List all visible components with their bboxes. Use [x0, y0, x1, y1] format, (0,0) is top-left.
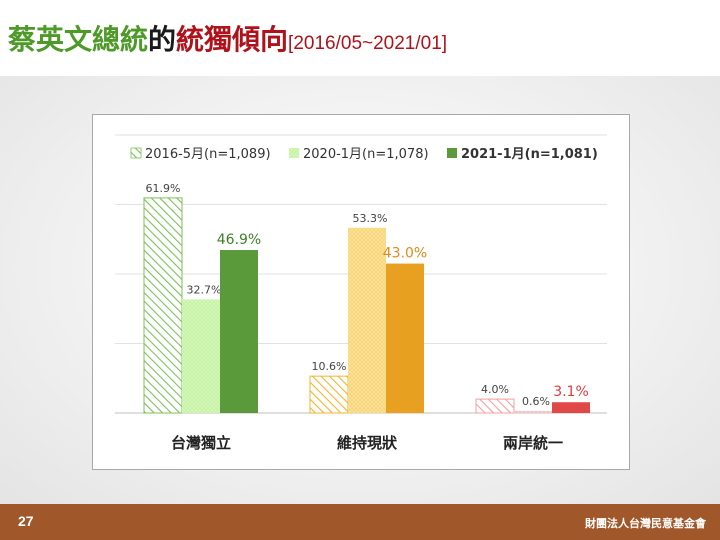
page-number: 27	[18, 513, 34, 529]
title-date-range: [2016/05~2021/01]	[288, 33, 448, 54]
bar	[220, 250, 258, 413]
chart-panel: 2016-5月(n=1,089) 2020-1月(n=1,078) 2021-1月(…	[92, 114, 630, 470]
data-label: 0.6%	[522, 395, 550, 408]
data-label: 4.0%	[481, 383, 509, 396]
bar	[309, 375, 349, 414]
organization-name: 財團法人台灣民意基金會	[585, 517, 706, 530]
data-label: 10.6%	[312, 360, 347, 373]
data-label: 3.1%	[553, 384, 589, 400]
title-part-president: 蔡英文總統	[8, 23, 149, 56]
category-label: 台灣獨立	[171, 434, 231, 452]
bar	[475, 398, 515, 414]
legend-label: 2021-1月(n=1,081)	[461, 147, 598, 162]
category-label: 兩岸統一	[503, 434, 563, 452]
slide-title: 蔡英文總統的統獨傾向[2016/05~2021/01]	[8, 20, 447, 60]
bar	[348, 227, 386, 413]
data-label: 53.3%	[353, 212, 388, 225]
data-label: 43.0%	[383, 246, 427, 262]
data-label: 61.9%	[146, 182, 181, 195]
category-label: 維持現狀	[337, 434, 398, 452]
legend-label: 2016-5月(n=1,089)	[145, 147, 271, 162]
title-part-topic: 統獨傾向	[176, 23, 289, 56]
bar	[552, 402, 590, 413]
legend-label: 2020-1月(n=1,078)	[303, 147, 429, 162]
bar	[143, 197, 183, 414]
bar	[514, 410, 552, 413]
legend-swatch	[130, 147, 142, 159]
bar-chart: 2016-5月(n=1,089) 2020-1月(n=1,078) 2021-1月(…	[115, 134, 607, 452]
bar	[386, 263, 424, 413]
legend-swatch	[447, 148, 457, 158]
bar	[182, 299, 220, 413]
data-label: 32.7%	[187, 283, 222, 296]
legend-swatch	[289, 148, 299, 158]
title-part-particle: 的	[148, 23, 177, 56]
data-label: 46.9%	[217, 232, 261, 248]
footer-bar: 27 財團法人台灣民意基金會	[0, 504, 720, 540]
